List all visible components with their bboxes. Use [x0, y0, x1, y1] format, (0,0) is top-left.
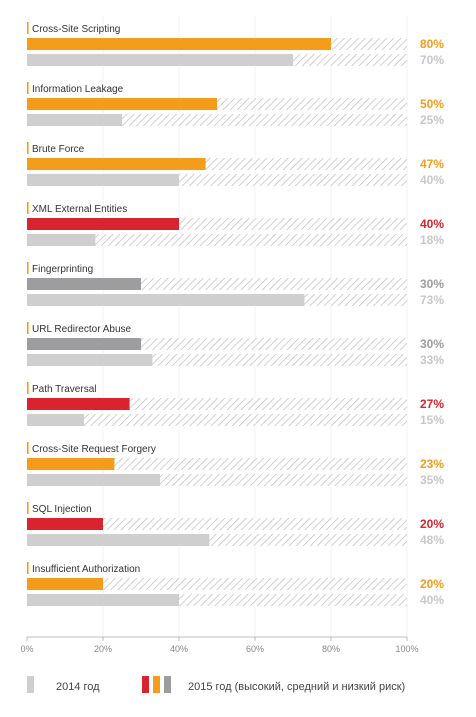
category-label: Cross-Site Scripting	[32, 24, 120, 35]
bar-2014	[27, 174, 179, 186]
category-label: Path Traversal	[32, 384, 96, 395]
bar-track-2015	[27, 458, 407, 470]
value-label-2014: 25%	[420, 113, 444, 127]
bar-2014	[27, 474, 160, 486]
value-label-2015: 30%	[420, 277, 444, 291]
category-row: XML External Entities 40% 18%	[27, 202, 444, 247]
bar-2014	[27, 594, 179, 606]
category-row: Path Traversal 27% 15%	[27, 382, 444, 427]
legend: 2014 год 2015 год (высокий, средний и ни…	[27, 676, 405, 693]
category-row: URL Redirector Abuse 30% 33%	[27, 322, 444, 367]
category-marker	[27, 442, 29, 454]
value-label-2015: 80%	[420, 37, 444, 51]
category-label: Fingerprinting	[32, 264, 93, 275]
value-label-2015: 23%	[420, 457, 444, 471]
category-marker	[27, 82, 29, 94]
category-label: SQL Injection	[32, 504, 92, 515]
value-label-2014: 70%	[420, 53, 444, 67]
bar-2015	[27, 38, 331, 50]
category-row: Cross-Site Scripting 80% 70%	[27, 22, 444, 67]
bar-2014	[27, 54, 293, 66]
bar-track-2015	[27, 578, 407, 590]
x-tick-label: 20%	[94, 644, 112, 654]
value-label-2015: 30%	[420, 337, 444, 351]
legend-label-2015: 2015 год (высокий, средний и низкий риск…	[188, 681, 405, 693]
bar-2015	[27, 98, 217, 110]
legend-swatch-medium	[153, 676, 160, 693]
legend-swatch-2014	[27, 676, 34, 693]
bar-2015	[27, 338, 141, 350]
bar-2014	[27, 294, 305, 306]
category-row: Insufficient Authorization 20% 40%	[27, 562, 444, 607]
value-label-2015: 40%	[420, 217, 444, 231]
x-axis: 0% 20% 40% 60% 80% 100%	[20, 636, 419, 654]
category-label: URL Redirector Abuse	[32, 324, 132, 335]
x-tick-label: 80%	[322, 644, 340, 654]
value-label-2014: 35%	[420, 473, 444, 487]
bar-2015	[27, 278, 141, 290]
bar-track-2014	[27, 414, 407, 426]
bar-track-2014	[27, 234, 407, 246]
category-label: XML External Entities	[32, 204, 127, 215]
x-tick-label: 60%	[246, 644, 264, 654]
value-label-2014: 18%	[420, 233, 444, 247]
bar-2015	[27, 458, 115, 470]
category-label: Information Leakage	[32, 84, 124, 95]
bar-2014	[27, 354, 153, 366]
category-row: Fingerprinting 30% 73%	[27, 262, 444, 307]
category-marker	[27, 502, 29, 514]
bar-2015	[27, 578, 103, 590]
category-label: Cross-Site Request Forgery	[32, 444, 156, 455]
value-label-2015: 50%	[420, 97, 444, 111]
bar-2015	[27, 158, 206, 170]
category-row: Information Leakage 50% 25%	[27, 82, 444, 127]
value-label-2015: 47%	[420, 157, 444, 171]
x-tick-label: 0%	[20, 644, 33, 654]
category-marker	[27, 262, 29, 274]
value-label-2014: 33%	[420, 353, 444, 367]
value-label-2014: 15%	[420, 413, 444, 427]
category-label: Insufficient Authorization	[32, 564, 140, 575]
category-marker	[27, 202, 29, 214]
value-label-2015: 20%	[420, 577, 444, 591]
bar-2014	[27, 114, 122, 126]
value-label-2015: 20%	[420, 517, 444, 531]
bar-2015	[27, 218, 179, 230]
bar-2014	[27, 414, 84, 426]
category-marker	[27, 562, 29, 574]
bar-2015	[27, 398, 130, 410]
bar-2014	[27, 234, 96, 246]
value-label-2014: 73%	[420, 293, 444, 307]
category-row: Brute Force 47% 40%	[27, 142, 444, 187]
category-marker	[27, 22, 29, 34]
category-row: SQL Injection 20% 48%	[27, 502, 444, 547]
legend-label-2014: 2014 год	[56, 681, 100, 693]
legend-swatch-low	[164, 676, 171, 693]
value-label-2015: 27%	[420, 397, 444, 411]
bar-2015	[27, 518, 103, 530]
category-marker	[27, 382, 29, 394]
bar-2014	[27, 534, 210, 546]
x-tick-label: 100%	[395, 644, 418, 654]
bar-track-2015	[27, 518, 407, 530]
value-label-2014: 48%	[420, 533, 444, 547]
category-row: Cross-Site Request Forgery 23% 35%	[27, 442, 444, 487]
value-label-2014: 40%	[420, 593, 444, 607]
category-label: Brute Force	[32, 144, 85, 155]
category-marker	[27, 142, 29, 154]
x-tick-label: 40%	[170, 644, 188, 654]
value-label-2014: 40%	[420, 173, 444, 187]
category-marker	[27, 322, 29, 334]
chart-rows: Cross-Site Scripting 80% 70% Information Le…	[27, 22, 444, 607]
legend-swatch-high	[142, 676, 149, 693]
